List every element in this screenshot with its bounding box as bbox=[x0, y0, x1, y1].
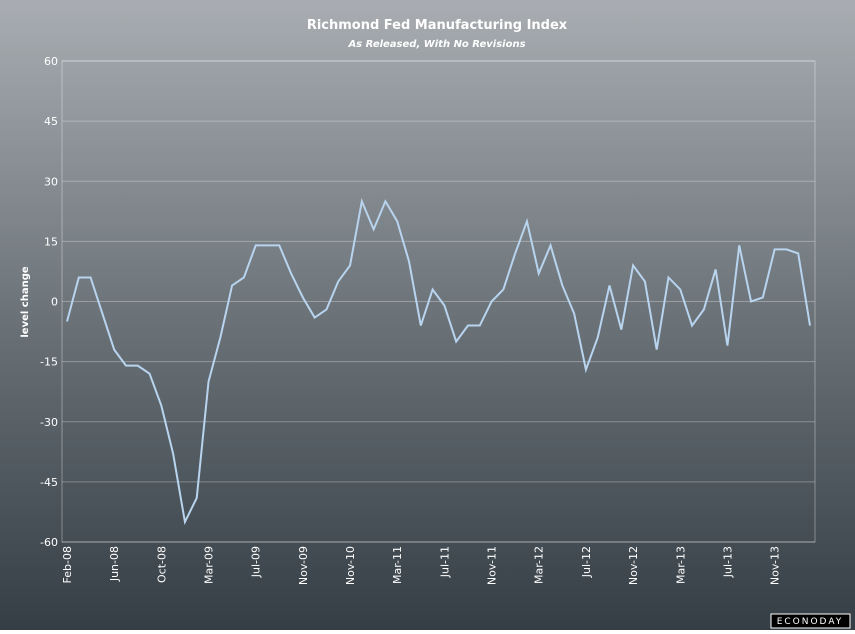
y-tick-label: 0 bbox=[51, 296, 58, 309]
x-tick-label: Nov-13 bbox=[769, 546, 782, 585]
brand-box bbox=[770, 613, 851, 629]
x-tick-label: Nov-10 bbox=[344, 546, 357, 585]
x-tick-label: Jun-08 bbox=[108, 546, 121, 582]
y-tick-label: 60 bbox=[44, 55, 58, 68]
x-tick-label: Jul-12 bbox=[580, 546, 593, 578]
x-tick-label: Jul-13 bbox=[721, 546, 734, 578]
x-tick-label: Jul-11 bbox=[438, 546, 451, 578]
x-tick-label: Mar-12 bbox=[533, 546, 546, 584]
y-tick-label: -45 bbox=[40, 476, 58, 489]
plot-area bbox=[61, 60, 816, 543]
x-tick-label: Feb-08 bbox=[61, 546, 74, 583]
x-tick-label: Nov-11 bbox=[486, 546, 499, 585]
x-tick-label: Nov-12 bbox=[627, 546, 640, 585]
y-axis-label: level change bbox=[20, 266, 31, 337]
y-tick-label: 15 bbox=[44, 235, 58, 248]
x-tick-label: Jul-09 bbox=[250, 546, 263, 578]
x-tick-label: Mar-13 bbox=[674, 546, 687, 584]
x-tick-label: Oct-08 bbox=[155, 546, 168, 583]
x-tick-label: Mar-11 bbox=[391, 546, 404, 584]
y-tick-label: 45 bbox=[44, 115, 58, 128]
y-tick-label: -15 bbox=[40, 356, 58, 369]
x-tick-label: Nov-09 bbox=[297, 546, 310, 585]
data-line bbox=[66, 197, 811, 526]
chart-subtitle: As Released, With No Revisions bbox=[347, 39, 525, 50]
brand: ECONODAY bbox=[777, 617, 844, 627]
x-tick-label: Mar-09 bbox=[203, 546, 216, 584]
y-tick-label: 30 bbox=[44, 175, 58, 188]
chart-title: Richmond Fed Manufacturing Index bbox=[307, 18, 568, 33]
y-tick-label: -30 bbox=[40, 416, 58, 429]
y-tick-label: -60 bbox=[40, 536, 58, 549]
